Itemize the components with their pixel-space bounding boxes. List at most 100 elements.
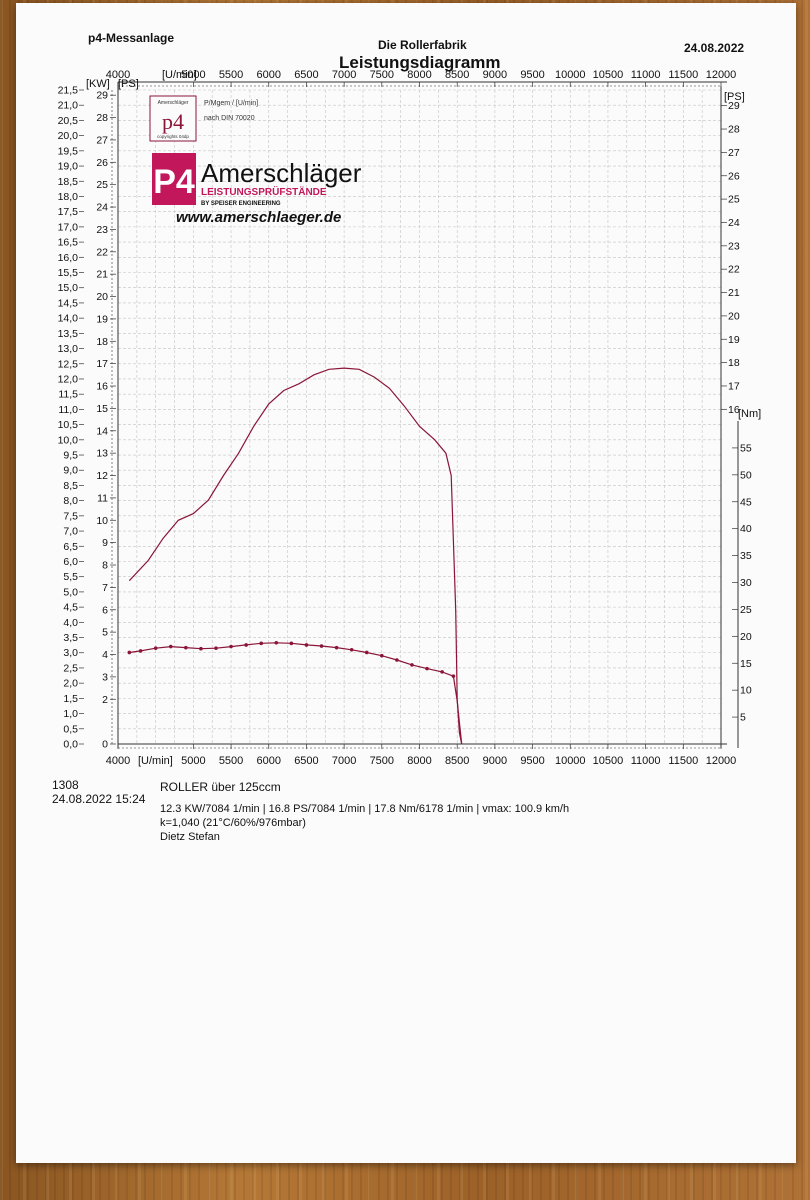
nm-tick-label: 15: [740, 658, 752, 670]
header-left: p4-Messanlage: [88, 31, 175, 45]
ps-left-tick-label: 10: [96, 515, 108, 527]
ps-left-tick-label: 9: [102, 537, 108, 549]
ps-right-tick-label: 28: [728, 124, 740, 136]
torque-data-point: [153, 646, 158, 650]
kw-tick-label: 15,5: [58, 267, 79, 279]
brand-subtag: BY SPEISER ENGINEERING: [201, 201, 281, 207]
rpm-bottom-tick-label: 10000: [555, 755, 586, 767]
operator-name: Dietz Stefan: [160, 831, 220, 843]
torque-data-point: [274, 640, 279, 645]
ps-left-tick-label: 3: [102, 671, 108, 683]
torque-data-point: [319, 644, 324, 648]
ps-left-tick-label: 15: [96, 403, 108, 415]
ps-right-tick-label: 19: [728, 334, 740, 346]
ps-left-tick-label: 27: [96, 134, 108, 146]
rpm-top-tick-label: 7000: [332, 69, 356, 81]
kw-tick-label: 17,0: [58, 221, 79, 233]
torque-data-point: [440, 670, 444, 674]
torque-data-point: [214, 646, 218, 650]
rpm-top-tick-label: 8500: [445, 69, 469, 81]
rpm-top-tick-label: 8000: [407, 69, 431, 81]
torque-data-point: [395, 658, 399, 662]
torque-data-point: [334, 645, 339, 650]
ps-left-tick-label: 22: [96, 246, 108, 258]
rpm-top-tick-label: 4000: [106, 69, 130, 81]
kw-tick-label: 13,0: [58, 343, 79, 355]
ps-left-tick-label: 4: [102, 649, 108, 661]
nm-tick-label: 40: [740, 523, 752, 535]
kw-tick-label: 19,5: [58, 145, 79, 157]
kw-tick-label: 5,0: [63, 586, 78, 598]
rpm-top-tick-label: 10000: [555, 69, 586, 81]
small-logo-bottom: copyrights 04dp: [157, 134, 189, 139]
torque-data-point: [425, 666, 429, 671]
rpm-unit-top-label: [U/min]: [162, 69, 197, 81]
kw-tick-label: 7,5: [63, 510, 78, 522]
ps-left-tick-label: 25: [96, 179, 108, 191]
nm-tick-label: 45: [740, 496, 752, 508]
rpm-bottom-tick-label: 8000: [407, 755, 431, 767]
ps-right-tick-label: 25: [728, 194, 740, 206]
kw-tick-label: 4,0: [63, 617, 78, 629]
torque-data-point: [259, 641, 264, 646]
kw-tick-label: 12,5: [58, 358, 79, 370]
kw-tick-label: 3,0: [63, 647, 78, 659]
axis-labels: 0,0 0,5 1,0 1,5 2,0 2,5 3,0 3,5 4,0 4,5 5,0 5,5 6,0 6…: [58, 69, 762, 767]
ps-left-tick-label: 19: [96, 313, 108, 325]
kw-tick-label: 1,5: [63, 693, 78, 705]
brand-url: www.amerschlaeger.de: [176, 209, 341, 226]
rpm-top-tick-label: 10500: [593, 69, 624, 81]
kw-tick-label: 18,0: [58, 191, 79, 203]
torque-data-point: [289, 641, 294, 646]
dyno-printout-sheet: p4-Messanlage Die Rollerfabrik Leistungs…: [16, 3, 796, 1163]
kw-tick-label: 8,5: [63, 480, 78, 492]
kw-tick-label: 2,5: [63, 662, 78, 674]
torque-data-point: [199, 646, 203, 651]
header-company: Die Rollerfabrik: [378, 38, 467, 52]
kw-tick-label: 21,5: [58, 85, 79, 97]
rpm-top-tick-label: 7500: [370, 69, 394, 81]
kw-tick-label: 5,5: [63, 571, 78, 583]
run-id: 1308: [52, 778, 79, 792]
kw-tick-label: 10,0: [58, 434, 79, 446]
ps-left-tick-label: 26: [96, 157, 108, 169]
ps-left-tick-label: 29: [96, 90, 108, 102]
vehicle-name: ROLLER über 125ccm: [160, 780, 281, 794]
kw-tick-label: 9,5: [63, 450, 78, 462]
ps-left-tick-label: 18: [96, 336, 108, 348]
torque-data-point: [184, 645, 188, 650]
brand-name: Amerschläger: [201, 158, 362, 188]
kw-tick-label: 19,0: [58, 161, 79, 173]
torque-curve-nm: [129, 642, 463, 745]
kw-tick-label: 0,5: [63, 723, 78, 735]
ps-right-tick-label: 26: [728, 170, 740, 182]
rpm-bottom-tick-label: 7000: [332, 755, 356, 767]
rpm-top-tick-label: 5000: [181, 69, 205, 81]
chart-grid: [117, 89, 722, 745]
correction-conditions: k=1,040 (21°C/60%/976mbar): [160, 817, 306, 829]
brand-tagline: LEISTUNGSPRÜFSTÄNDE: [201, 185, 327, 198]
kw-tick-label: 18,5: [58, 176, 79, 188]
dyno-chart: 0,0 0,5 1,0 1,5 2,0 2,5 3,0 3,5 4,0 4,5 5,0 5,5 6,0 6…: [58, 69, 762, 767]
rpm-bottom-tick-label: 5500: [219, 755, 243, 767]
kw-tick-label: 14,0: [58, 313, 79, 325]
nm-tick-label: 55: [740, 442, 752, 454]
kw-tick-label: 16,5: [58, 237, 79, 249]
rpm-bottom-tick-label: 4000: [106, 755, 130, 767]
kw-tick-label: 10,5: [58, 419, 79, 431]
ps-left-tick-label: 7: [102, 582, 108, 594]
ps-left-tick-label: 23: [96, 224, 108, 236]
ps-right-tick-label: 27: [728, 147, 740, 159]
nm-tick-label: 20: [740, 631, 752, 643]
torque-data-point: [229, 644, 233, 649]
rpm-bottom-tick-label: 7500: [370, 755, 394, 767]
rpm-top-tick-label: 5500: [219, 69, 243, 81]
torque-data-point: [349, 647, 354, 652]
kw-unit-label: [KW]: [86, 78, 110, 90]
ps-left-tick-label: 28: [96, 112, 108, 124]
kw-tick-label: 9,0: [63, 465, 78, 477]
rpm-top-tick-label: 6500: [294, 69, 318, 81]
ps-right-tick-label: 20: [728, 310, 740, 322]
data-series: [127, 367, 463, 745]
